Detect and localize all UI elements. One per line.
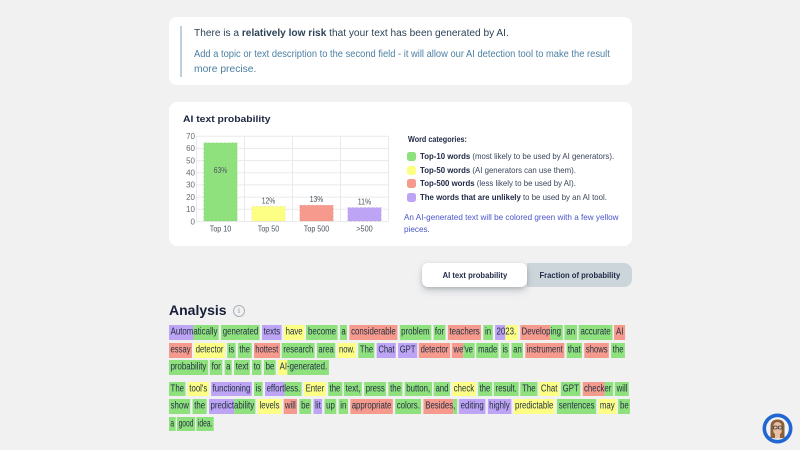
svg-text:>500: >500 bbox=[356, 224, 373, 233]
svg-text:20: 20 bbox=[186, 193, 195, 202]
svg-text:12%: 12% bbox=[262, 196, 276, 205]
svg-text:Top 10: Top 10 bbox=[210, 224, 232, 233]
svg-text:63%: 63% bbox=[214, 166, 228, 175]
svg-text:13%: 13% bbox=[310, 195, 324, 204]
svg-text:Top 500: Top 500 bbox=[304, 224, 330, 233]
svg-text:Top 50: Top 50 bbox=[258, 224, 280, 233]
svg-text:60: 60 bbox=[186, 144, 195, 153]
svg-text:40: 40 bbox=[186, 169, 195, 178]
svg-text:70: 70 bbox=[186, 132, 195, 141]
svg-text:0: 0 bbox=[191, 217, 196, 226]
svg-text:50: 50 bbox=[186, 156, 195, 165]
svg-text:10: 10 bbox=[186, 205, 195, 214]
svg-text:30: 30 bbox=[186, 181, 195, 190]
svg-text:11%: 11% bbox=[358, 198, 372, 207]
